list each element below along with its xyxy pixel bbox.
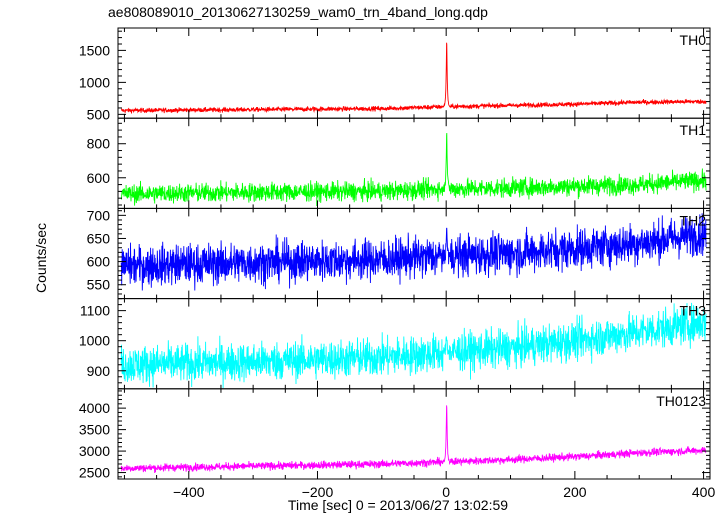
y-tick-label: 1500: [79, 42, 110, 58]
x-tick-label: −200: [302, 484, 334, 500]
x-axis-label: Time [sec] 0 = 2013/06/27 13:02:59: [288, 497, 508, 513]
panel-th1: 600 800 TH1: [87, 117, 711, 209]
panel-th0: 500 1000 1500 TH0: [79, 27, 711, 122]
x-tick-label-group: −400 −200 0 200 400: [173, 484, 715, 500]
y-tick-label: 600: [87, 170, 111, 186]
series-line-th1: [120, 132, 707, 207]
y-tick-label: 3500: [79, 422, 110, 438]
chart-title: ae808089010_20130627130259_wam0_trn_4ban…: [108, 4, 488, 20]
panel-group: 500 1000 1500 TH0 600 800 TH1 550 600 650 700 TH2 90…: [79, 27, 711, 481]
x-tick-label: 0: [442, 484, 450, 500]
y-tick-label: 650: [87, 230, 111, 246]
y-tick-label: 1000: [79, 74, 110, 90]
panel-label: TH0123: [656, 393, 706, 409]
y-tick-label: 3000: [79, 443, 110, 459]
series-line-th3: [120, 302, 707, 389]
y-tick-label: 700: [87, 207, 111, 223]
series-line-th2: [120, 213, 707, 291]
panel-label: TH2: [680, 212, 707, 228]
panel-label: TH0: [680, 32, 707, 48]
y-tick-label: 900: [87, 363, 111, 379]
panel-frame: [117, 27, 711, 119]
panel-th2: 550 600 650 700 TH2: [87, 207, 711, 300]
y-tick-label: 4000: [79, 400, 110, 416]
x-tick-label: 200: [563, 484, 587, 500]
x-tick-label: 400: [692, 484, 716, 500]
y-tick-label: 600: [87, 254, 111, 270]
y-axis-label: Counts/sec: [33, 223, 49, 293]
y-tick-label: 1000: [79, 333, 110, 349]
series-line-th0: [120, 42, 707, 114]
panel-label: TH3: [680, 303, 707, 319]
y-tick-label: 800: [87, 136, 111, 152]
x-tick-label: −400: [173, 484, 205, 500]
panel-th0123: 2500 3000 3500 4000 TH0123: [79, 388, 711, 481]
series-line-th0123: [120, 405, 707, 474]
panel-label: TH1: [680, 122, 707, 138]
y-tick-label: 500: [87, 106, 111, 122]
y-tick-label: 2500: [79, 465, 110, 481]
panel-th3: 900 1000 1100 TH3: [79, 298, 711, 390]
y-tick-label: 1100: [80, 303, 110, 319]
y-tick-label: 550: [87, 277, 111, 293]
